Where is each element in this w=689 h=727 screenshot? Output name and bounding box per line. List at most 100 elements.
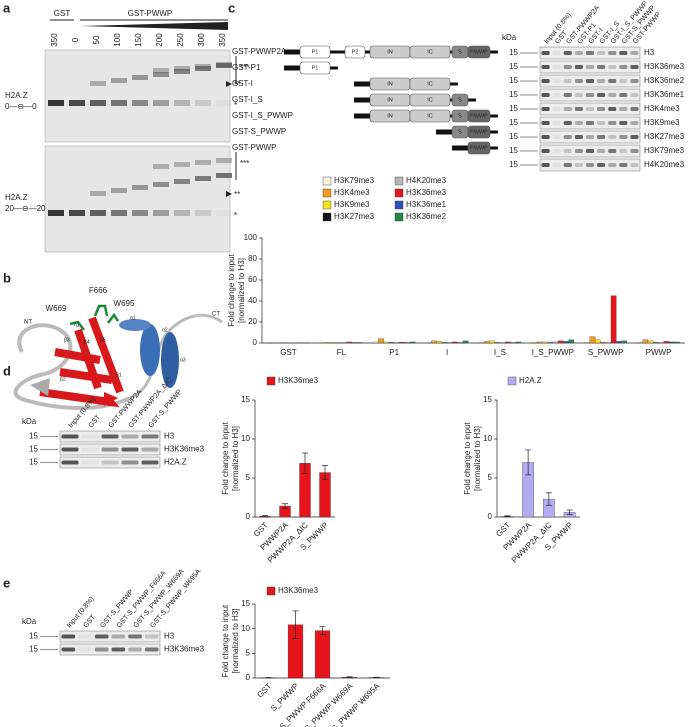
construct-label: GST-PWWP2A	[232, 47, 287, 56]
blot-band	[541, 121, 550, 125]
x-tick-label: FL	[337, 348, 347, 357]
nucleosome-label: 20—⊖—20	[5, 204, 46, 213]
bar	[436, 341, 442, 344]
element-label: β5	[100, 337, 106, 343]
blot-band	[552, 107, 561, 111]
gel-band	[195, 64, 211, 69]
blot-band	[141, 447, 159, 452]
antibody-label: H3K4me3	[644, 104, 680, 113]
y-axis-label: [normalized to H3]	[473, 426, 482, 491]
gst-tag	[436, 129, 452, 135]
gel-band	[174, 179, 190, 184]
marker-label: 15	[29, 432, 38, 441]
y-tick-label: 10	[483, 434, 492, 443]
y-tick-label: 15	[483, 395, 492, 404]
gst-tag	[354, 97, 370, 103]
blot-strip	[539, 88, 641, 102]
construct-label: GST-PWWP	[232, 143, 276, 152]
legend-swatch	[394, 176, 404, 186]
gel-band	[195, 66, 211, 71]
y-axis-label: [normalized to H3]	[231, 426, 240, 491]
blot-band	[585, 79, 595, 83]
blot-band	[541, 51, 550, 55]
bar	[425, 342, 432, 344]
gel-band	[111, 78, 127, 83]
error-bar	[504, 515, 511, 517]
y-tick-label: 10	[241, 624, 250, 633]
bar	[441, 342, 448, 344]
antibody-label: H3K79me3	[644, 146, 685, 155]
gel-band	[174, 66, 190, 71]
gst-tag	[354, 113, 370, 119]
bar	[457, 342, 464, 344]
gel-band	[195, 176, 211, 181]
bar	[515, 341, 522, 344]
gel-band	[153, 100, 169, 106]
bar	[557, 340, 564, 344]
blot-band	[141, 434, 159, 439]
marker-label: 15	[509, 160, 518, 169]
domain-label: P1	[312, 65, 319, 71]
gel-band	[174, 162, 190, 167]
blot-band	[552, 149, 561, 153]
legend-swatch	[322, 188, 332, 198]
bar	[394, 342, 400, 344]
legend-swatch	[322, 200, 332, 210]
element-label: β3	[64, 337, 70, 343]
legend-label: H3K79me3	[334, 176, 375, 185]
legend-label: H3K36me3	[406, 188, 447, 197]
blot-band	[630, 149, 639, 153]
row-label: H2A.Z	[5, 91, 28, 100]
gel-band	[216, 158, 232, 163]
gel-band	[90, 81, 106, 86]
gel-band	[69, 210, 85, 216]
blot-band	[630, 93, 639, 97]
blot-strip	[539, 60, 641, 74]
blot-band	[608, 149, 617, 153]
blot-band	[111, 647, 126, 652]
marker-label: 15	[509, 118, 518, 127]
bar	[489, 340, 495, 344]
group-label: GST	[54, 9, 71, 18]
bar	[658, 342, 664, 344]
bar	[621, 340, 627, 344]
bar	[547, 342, 553, 344]
bar	[610, 295, 617, 344]
bar	[409, 341, 416, 344]
blot-band	[619, 79, 628, 83]
domain-label: S	[458, 49, 462, 55]
blot-band	[541, 107, 550, 111]
blot-band	[608, 107, 617, 111]
x-tick-label: GST	[255, 681, 273, 699]
legend-label: H3K36me2	[406, 212, 447, 221]
error-bar	[525, 449, 532, 476]
domain-label: IC	[427, 81, 433, 87]
blot-band	[597, 51, 606, 55]
bar	[330, 342, 337, 344]
gel-band	[216, 173, 232, 178]
blot-band	[585, 93, 595, 97]
blot-band	[541, 163, 550, 167]
antibody-label: H3K36me3	[164, 645, 205, 654]
gel-band	[111, 100, 127, 106]
blot-band	[630, 135, 639, 139]
error-bar	[302, 452, 308, 474]
gel-band	[111, 210, 127, 216]
legend-swatch	[507, 376, 517, 386]
blot-band	[574, 107, 583, 111]
legend-label: H3K36me3	[278, 586, 319, 595]
gel-band	[153, 68, 169, 73]
blot-band	[128, 634, 142, 639]
blot-band	[619, 107, 628, 111]
blot-band	[597, 93, 606, 97]
bar	[388, 342, 395, 344]
blot-band	[585, 149, 595, 153]
marker: **	[234, 80, 240, 89]
blot-band	[608, 163, 617, 167]
unit-label: kDa	[22, 417, 37, 426]
marker-label: 15	[29, 632, 38, 641]
terminus-label: NT	[24, 320, 32, 326]
arrowhead	[226, 191, 232, 197]
lane-label: 250	[176, 33, 185, 47]
gst-tag	[354, 81, 370, 87]
